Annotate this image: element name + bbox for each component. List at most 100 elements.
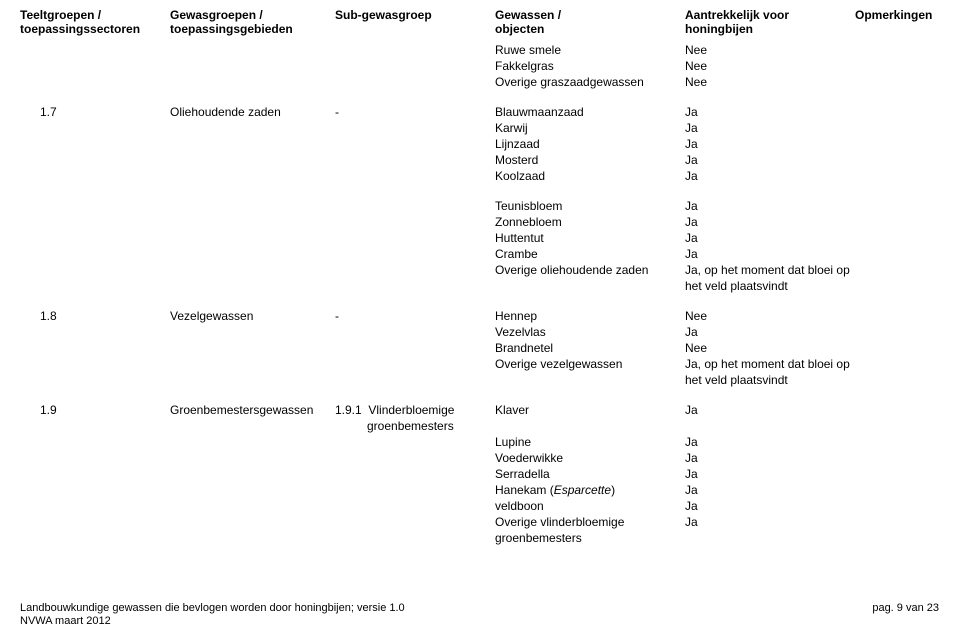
crop-cell: veldboon	[495, 498, 685, 514]
crop-cell: Blauwmaanzaad	[495, 104, 685, 120]
crop-cell: Overige vlinderbloemige groenbemesters	[495, 514, 685, 546]
header-col5: Aantrekkelijk voor honingbijen	[685, 8, 855, 36]
crop-cell: Overige graszaadgewassen	[495, 74, 685, 90]
value-cell: Nee	[685, 340, 855, 356]
header-col5-line2: honingbijen	[685, 22, 855, 36]
group-19: 1.9 Groenbemestersgewassen 1.9.1 Vlinder…	[20, 402, 939, 546]
table-row: Brandnetel Nee	[20, 340, 939, 356]
table-row: Teunisbloem Ja	[20, 198, 939, 214]
value-cell: Nee	[685, 58, 855, 74]
table-row: Lijnzaad Ja	[20, 136, 939, 152]
table-row: Zonnebloem Ja	[20, 214, 939, 230]
value-cell: Ja	[685, 198, 855, 214]
table-row: Fakkelgras Nee	[20, 58, 939, 74]
group-18: 1.8 Vezelgewassen - Hennep Nee Vezelvlas…	[20, 308, 939, 388]
header-col2-line1: Gewasgroepen /	[170, 8, 335, 22]
crop-cell: Crambe	[495, 246, 685, 262]
table-row: Ruwe smele Nee	[20, 42, 939, 58]
subgroup-name-line1: Vlinderbloemige	[368, 403, 454, 417]
table-header: Teeltgroepen / toepassingssectoren Gewas…	[20, 8, 939, 36]
value-cell: Nee	[685, 308, 855, 324]
page-footer: Landbouwkundige gewassen die bevlogen wo…	[20, 602, 939, 628]
table-row: Koolzaad Ja	[20, 168, 939, 184]
subgroup-num: 1.9.1	[335, 403, 362, 417]
header-col1-line1: Teeltgroepen /	[20, 8, 170, 22]
value-cell: Nee	[685, 42, 855, 58]
group-name: Oliehoudende zaden	[170, 104, 335, 120]
table-row: Hanekam (Esparcette) Ja	[20, 482, 939, 498]
crop-cell: Huttentut	[495, 230, 685, 246]
header-col5-line1: Aantrekkelijk voor	[685, 8, 855, 22]
value-cell: Nee	[685, 74, 855, 90]
group-num: 1.8	[20, 308, 170, 324]
header-col4-line1: Gewassen /	[495, 8, 685, 22]
table-row: Overige vlinderbloemige groenbemesters J…	[20, 514, 939, 546]
table-row: 1.9 Groenbemestersgewassen 1.9.1 Vlinder…	[20, 402, 939, 418]
header-col2-line2: toepassingsgebieden	[170, 22, 335, 36]
value-cell: Ja	[685, 450, 855, 466]
value-cell: Ja	[685, 136, 855, 152]
table-row: veldboon Ja	[20, 498, 939, 514]
table-row: 1.7 Oliehoudende zaden - Blauwmaanzaad J…	[20, 104, 939, 120]
footer-page-num: pag. 9 van 23	[872, 602, 939, 628]
crop-cell: Mosterd	[495, 152, 685, 168]
value-cell: Ja	[685, 120, 855, 136]
table-row: Vezelvlas Ja	[20, 324, 939, 340]
group-name: Groenbemestersgewassen	[170, 402, 335, 418]
group-num: 1.9	[20, 402, 170, 418]
subgroup-name-line2: groenbemesters	[335, 418, 495, 434]
header-col4-line2: objecten	[495, 22, 685, 36]
crop-cell: Lijnzaad	[495, 136, 685, 152]
group-name: Vezelgewassen	[170, 308, 335, 324]
table-row: Karwij Ja	[20, 120, 939, 136]
table-row: Voederwikke Ja	[20, 450, 939, 466]
crop-cell: Ruwe smele	[495, 42, 685, 58]
value-cell: Ja	[685, 168, 855, 184]
table-row: Serradella Ja	[20, 466, 939, 482]
value-cell: Ja, op het moment dat bloei op het veld …	[685, 262, 855, 294]
value-cell: Ja	[685, 324, 855, 340]
table-row: Mosterd Ja	[20, 152, 939, 168]
value-cell: Ja	[685, 402, 855, 418]
header-col3: Sub-gewasgroep	[335, 8, 495, 36]
header-col2: Gewasgroepen / toepassingsgebieden	[170, 8, 335, 36]
header-col1: Teeltgroepen / toepassingssectoren	[20, 8, 170, 36]
value-cell: Ja	[685, 514, 855, 546]
header-col6: Opmerkingen	[855, 8, 935, 36]
table-row: Crambe Ja	[20, 246, 939, 262]
crop-cell: Overige oliehoudende zaden	[495, 262, 685, 294]
subgroup: -	[335, 104, 495, 120]
value-cell: Ja	[685, 466, 855, 482]
footer-line2: NVWA maart 2012	[20, 615, 405, 628]
value-cell: Ja	[685, 498, 855, 514]
header-col4: Gewassen / objecten	[495, 8, 685, 36]
crop-cell: Klaver	[495, 402, 685, 418]
subgroup: -	[335, 308, 495, 324]
crop-cell: Overige vezelgewassen	[495, 356, 685, 388]
group-num: 1.7	[20, 104, 170, 120]
crop-cell: Brandnetel	[495, 340, 685, 356]
crop-cell: Karwij	[495, 120, 685, 136]
value-cell: Ja	[685, 104, 855, 120]
crop-cell: Serradella	[495, 466, 685, 482]
crop-cell: Voederwikke	[495, 450, 685, 466]
table-row: groenbemesters	[20, 418, 939, 434]
crop-cell: Zonnebloem	[495, 214, 685, 230]
value-cell: Ja	[685, 230, 855, 246]
value-cell: Ja	[685, 214, 855, 230]
value-cell: Ja	[685, 482, 855, 498]
crop-cell: Hennep	[495, 308, 685, 324]
crop-cell: Lupine	[495, 434, 685, 450]
value-cell: Ja	[685, 152, 855, 168]
header-col1-line2: toepassingssectoren	[20, 22, 170, 36]
value-cell: Ja	[685, 246, 855, 262]
value-cell: Ja, op het moment dat bloei op het veld …	[685, 356, 855, 388]
top-rows: Ruwe smele Nee Fakkelgras Nee Overige gr…	[20, 42, 939, 90]
crop-cell: Fakkelgras	[495, 58, 685, 74]
footer-left: Landbouwkundige gewassen die bevlogen wo…	[20, 602, 405, 628]
crop-cell: Teunisbloem	[495, 198, 685, 214]
table-row: Overige oliehoudende zaden Ja, op het mo…	[20, 262, 939, 294]
crop-cell: Vezelvlas	[495, 324, 685, 340]
table-row: Huttentut Ja	[20, 230, 939, 246]
value-cell: Ja	[685, 434, 855, 450]
